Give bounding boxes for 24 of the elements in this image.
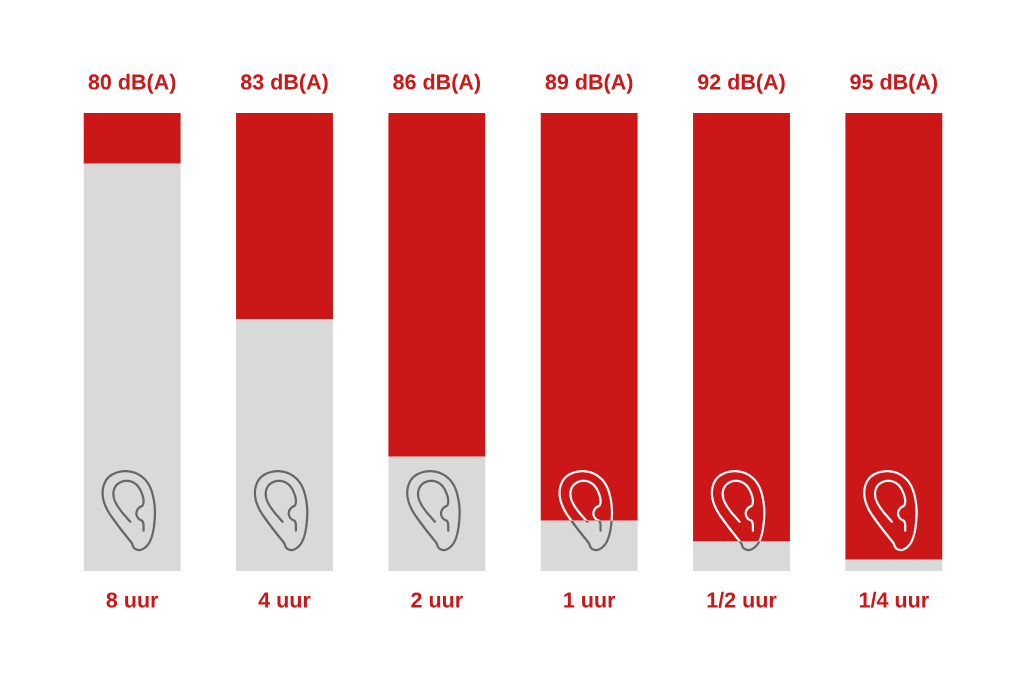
bar	[693, 113, 790, 542]
annotation: 86 dB(A)	[393, 73, 481, 94]
x-tick-label: 4 uur	[258, 592, 311, 608]
bar	[236, 113, 333, 320]
annotation: 92 dB(A)	[698, 73, 785, 94]
bar	[540, 113, 638, 521]
bar	[693, 541, 790, 571]
bar	[845, 113, 943, 560]
x-tick-label: 8 uur	[106, 592, 159, 608]
bar	[540, 520, 638, 571]
annotation: 80 dB(A)	[88, 73, 176, 94]
x-tick-label: 1/2 uur	[707, 591, 777, 608]
annotation: 95 dB(A)	[850, 73, 938, 94]
x-tick-label: 1/4 uur	[859, 591, 929, 608]
x-tick-label: 1 uur	[564, 592, 616, 608]
annotation: 83 dB(A)	[240, 73, 328, 94]
bar	[845, 559, 943, 571]
bar	[388, 113, 486, 457]
bar	[388, 456, 486, 571]
bar	[236, 319, 333, 571]
bar	[83, 163, 181, 571]
bar	[83, 113, 181, 164]
annotation: 89 dB(A)	[545, 73, 633, 94]
x-tick-label: 2 uur	[411, 592, 463, 608]
